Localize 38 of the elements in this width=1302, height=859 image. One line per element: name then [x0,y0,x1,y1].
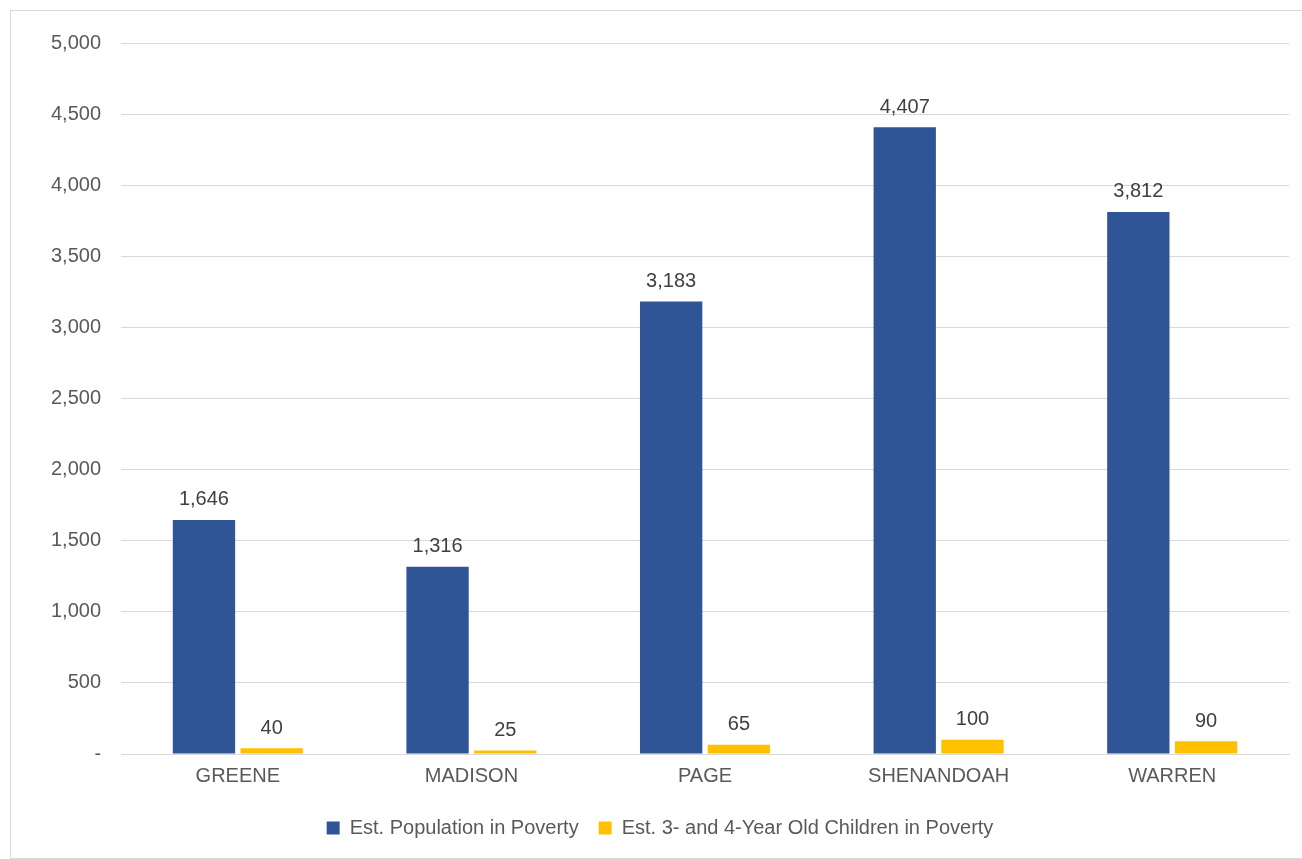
data-label: 3,812 [1113,179,1164,202]
y-tick-label: 1,000 [50,599,102,622]
y-tick-label: 4,500 [50,101,102,124]
x-tick-label: GREENE [195,763,281,786]
y-tick-label: 4,000 [50,172,102,195]
data-label: 25 [494,717,517,740]
data-label: 90 [1194,708,1218,731]
y-tick-label: 5,000 [50,30,102,53]
bar [873,127,936,754]
bar [474,750,537,754]
bar [1107,211,1170,754]
legend-label: Est. Population in Poverty [349,815,579,838]
bar [639,301,703,754]
y-tick-label: 500 [67,670,102,693]
y-tick-label: 3,500 [50,243,102,266]
bar [240,748,303,754]
data-label: 65 [727,712,751,735]
x-tick-label: WARREN [1128,763,1217,786]
y-tick-label: - [94,741,102,764]
x-tick-label: PAGE [677,763,733,786]
y-tick-label: 3,000 [50,314,102,337]
bar [1174,741,1238,754]
bar [172,519,236,754]
data-label: 1,316 [412,534,463,557]
data-label: 100 [955,707,990,730]
bar [941,739,1004,754]
data-label: 3,183 [646,268,697,291]
y-tick-label: 2,500 [50,386,102,409]
x-tick-label: MADISON [424,763,519,786]
bar [707,744,771,754]
bar [406,566,469,754]
y-tick-label: 1,500 [50,528,102,551]
x-tick-label: SHENANDOAH [868,763,1010,786]
legend-label: Est. 3- and 4-Year Old Children in Poverty [621,815,994,838]
data-label: 40 [260,715,283,738]
data-label: 1,646 [178,487,229,510]
y-tick-label: 2,000 [50,457,102,480]
data-label: 4,407 [879,94,930,117]
